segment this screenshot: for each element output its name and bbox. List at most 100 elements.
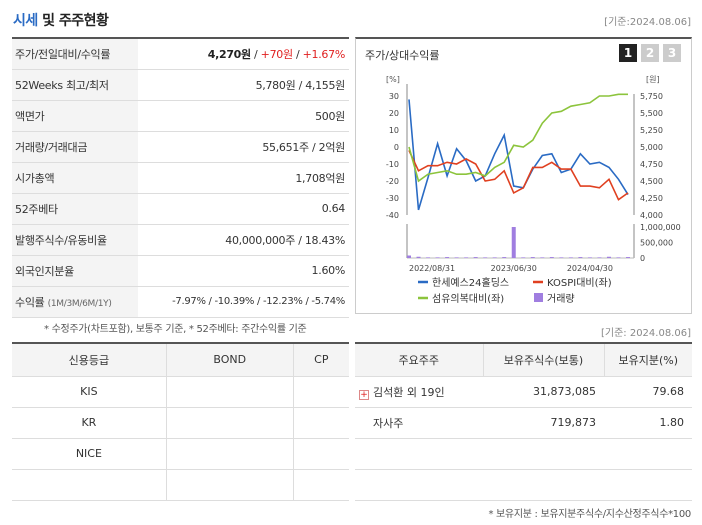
volume-bar (502, 257, 507, 258)
right-tick-label: 5,750 (640, 92, 663, 101)
credit-bond (166, 407, 294, 439)
quote-value: 5,780원 / 4,155원 (138, 69, 349, 101)
quote-row: 주가/전일대비/수익률 4,270원 / +70원 / +1.67% (12, 38, 349, 70)
quote-note: * 수정주가(차트포함), 보통주 기준, * 52주베타: 주간수익률 기준 (44, 324, 307, 335)
volume-bar (445, 257, 450, 258)
volume-bar (587, 257, 592, 258)
return-sub: (1M/3M/6M/1Y) (47, 298, 112, 309)
price-chart: [%] [원] 30 20 10 0 -10 -20 -30 -40 5,750 5,500 5,250… (386, 75, 681, 305)
volume-bar (511, 227, 516, 258)
quote-table: 주가/전일대비/수익률 4,270원 / +70원 / +1.67% 52Wee… (12, 37, 349, 318)
right-tick-label: 5,000 (640, 143, 663, 152)
volume-bar (407, 255, 411, 258)
right-tick-label: 4,750 (640, 160, 663, 169)
volume-bar (454, 257, 459, 258)
series-line-0 (408, 99, 629, 211)
holder-header: 주요주주 (355, 343, 484, 377)
empty-cell (483, 469, 604, 501)
right-tick-label: 4,500 (640, 177, 663, 186)
credit-cp (293, 376, 349, 408)
quote-value: 1,708억원 (138, 162, 349, 194)
chart-tab-3[interactable]: 3 (663, 44, 681, 62)
quote-value: 500원 (138, 100, 349, 132)
volume-bar (540, 257, 545, 258)
volume-bar (521, 257, 526, 258)
chart-tab-1[interactable]: 1 (619, 44, 637, 62)
right-tick-label: 5,250 (640, 126, 663, 135)
legend-label: KOSPI대비(좌) (547, 277, 612, 289)
quote-row: 거래량/거래대금 55,651주 / 2억원 (12, 131, 349, 163)
quote-label: 시가총액 (12, 162, 138, 194)
volume-bar (426, 257, 431, 258)
quote-value: 0.64 (138, 193, 349, 225)
quote-label: 52주베타 (12, 193, 138, 225)
left-axis-unit: [%] (386, 75, 400, 84)
holder-pct: 79.68 (604, 376, 692, 408)
holder-shares: 31,873,085 (483, 376, 604, 408)
holder-row (355, 438, 692, 470)
legend-label: 섬유의복대비(좌) (432, 293, 504, 305)
volume-bar (597, 257, 602, 258)
credit-header: BOND (166, 343, 294, 377)
volume-tick-label: 500,000 (640, 239, 673, 248)
expand-plus-icon[interactable]: + (359, 389, 369, 400)
quote-row: 52주베타 0.64 (12, 193, 349, 225)
quote-label: 52Weeks 최고/최저 (12, 69, 138, 101)
chart-panel: 주가/상대수익률 1 2 3 [%] [원] 30 20 10 0 -10 -20 -30 -40… (355, 37, 692, 314)
quote-row: 외국인지분율 1.60% (12, 255, 349, 287)
title-accent: 시세 (13, 13, 38, 29)
return-value: -7.97% / -10.39% / -12.23% / -5.74% (138, 286, 349, 318)
series-line-2 (408, 93, 628, 183)
volume-bar (549, 257, 554, 258)
volume-bar (568, 257, 573, 258)
holder-header-row: 주요주주 보유주식수(보통) 보유지분(%) (355, 343, 692, 377)
holder-pct: 1.80 (604, 407, 692, 439)
credit-cp (293, 469, 349, 501)
legend-swatch (534, 293, 543, 302)
credit-bond (166, 469, 294, 501)
quote-row: 시가총액 1,708억원 (12, 162, 349, 194)
quote-row: 발행주식수/유동비율 40,000,000주 / 18.43% (12, 224, 349, 256)
left-tick-label: -40 (386, 211, 399, 220)
quote-row: 액면가 500원 (12, 100, 349, 132)
quote-label: 외국인지분율 (12, 255, 138, 287)
credit-header: 신용등급 (12, 343, 167, 377)
left-tick-label: 30 (389, 92, 399, 101)
credit-header: CP (293, 343, 349, 377)
quote-value: 55,651주 / 2억원 (138, 131, 349, 163)
empty-cell (483, 438, 604, 470)
left-tick-label: 0 (394, 143, 399, 152)
left-tick-label: 10 (389, 126, 399, 135)
left-tick-label: -30 (386, 194, 399, 203)
left-tick-label: 20 (389, 109, 399, 118)
legend-label: 한세예스24홀딩스 (432, 276, 509, 289)
chart-title: 주가/상대수익률 (365, 49, 440, 62)
volume-bar (530, 257, 535, 258)
credit-row (12, 469, 349, 501)
credit-header-row: 신용등급 BOND CP (12, 343, 349, 377)
price: 4,270원 (207, 47, 251, 61)
quote-value: 4,270원 / +70원 / +1.67% (138, 38, 349, 70)
holder-name: 김석환 외 19인 (373, 385, 445, 399)
quote-value: 40,000,000주 / 18.43% (138, 224, 349, 256)
credit-agency: NICE (12, 438, 167, 470)
right-tick-label: 4,250 (640, 194, 663, 203)
credit-row: KR (12, 407, 349, 439)
note-date: [기준: 2024.08.06] (600, 328, 691, 339)
chart-tab-2[interactable]: 2 (641, 44, 659, 62)
holder-name-cell: + 김석환 외 19인 (355, 376, 483, 408)
quote-row: 52Weeks 최고/최저 5,780원 / 4,155원 (12, 69, 349, 101)
volume-bar (559, 257, 564, 258)
holder-row (355, 469, 692, 501)
volume-bar (416, 256, 421, 258)
quote-label: 거래량/거래대금 (12, 131, 138, 163)
credit-row: NICE (12, 438, 349, 470)
volume-bar (626, 257, 630, 258)
credit-table: 신용등급 BOND CP KIS KR NICE (12, 342, 349, 501)
left-tick-label: -20 (386, 177, 399, 186)
holder-header: 보유주식수(보통) (483, 343, 605, 377)
credit-agency (12, 469, 167, 501)
volume-bar (616, 257, 621, 258)
right-tick-label: 4,000 (640, 211, 663, 220)
quote-label: 액면가 (12, 100, 138, 132)
